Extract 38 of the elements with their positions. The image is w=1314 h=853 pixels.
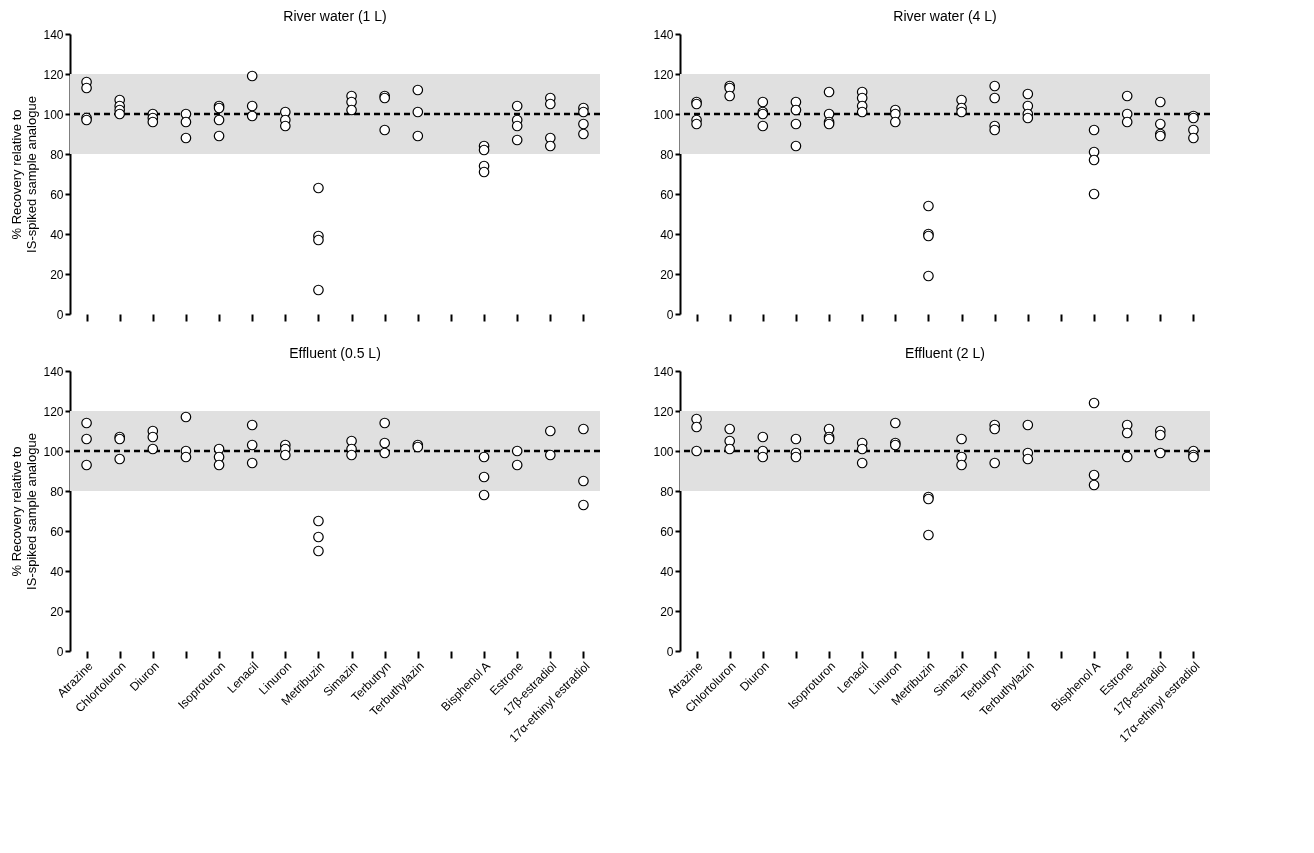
y-tick-label: 80 [660,484,674,499]
y-axis-title: % Recovery relative to IS-spiked sample analogue [9,96,40,253]
y-tick-label: 140 [43,27,64,42]
y-axis-title: % Recovery relative to IS-spiked sample analogue [9,433,40,590]
y-tick-label: 80 [660,147,674,162]
chart-title: Effluent (2 L) [905,345,985,361]
y-tick-label: 40 [50,564,64,579]
chart-title: River water (4 L) [893,8,997,24]
y-tick-label: 20 [50,604,64,619]
y-tick-label: 80 [50,147,64,162]
y-tick-label: 120 [653,404,674,419]
y-tick-label: 100 [43,444,64,459]
y-tick-label: 100 [653,444,674,459]
y-tick-label: 140 [653,27,674,42]
y-tick-label: 60 [660,187,674,202]
y-tick-label: 60 [660,524,674,539]
y-tick-label: 80 [50,484,64,499]
y-tick-label: 60 [50,187,64,202]
y-tick-label: 20 [660,267,674,282]
chart-title: Effluent (0.5 L) [289,345,381,361]
chart-title: River water (1 L) [283,8,387,24]
y-tick-label: 40 [50,227,64,242]
y-tick-label: 20 [50,267,64,282]
y-tick-label: 120 [653,67,674,82]
y-tick-label: 20 [660,604,674,619]
y-tick-label: 60 [50,524,64,539]
y-tick-label: 140 [653,364,674,379]
y-tick-label: 120 [43,404,64,419]
y-tick-label: 40 [660,564,674,579]
y-tick-label: 120 [43,67,64,82]
y-tick-label: 100 [653,107,674,122]
y-tick-label: 0 [56,644,64,659]
y-tick-label: 0 [666,307,674,322]
y-tick-label: 40 [660,227,674,242]
y-tick-label: 0 [56,307,64,322]
y-tick-label: 0 [666,644,674,659]
y-tick-label: 100 [43,107,64,122]
y-tick-label: 140 [43,364,64,379]
